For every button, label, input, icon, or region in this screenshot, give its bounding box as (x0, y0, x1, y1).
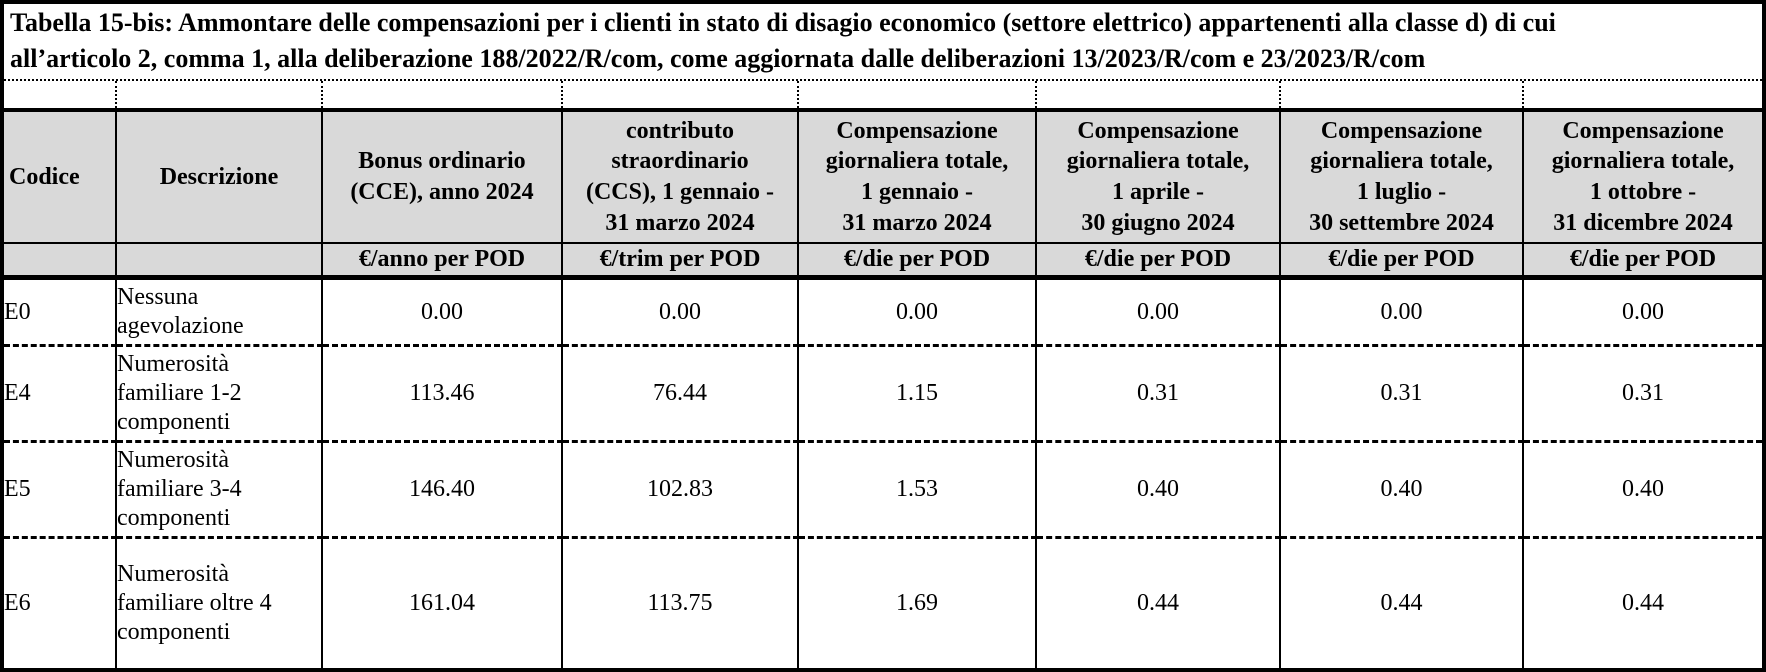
value-cell: 0.44 (1280, 537, 1524, 668)
unit-cell: €/trim per POD (562, 243, 799, 280)
spacer-cell (1523, 81, 1762, 112)
compensation-table: Codice Descrizione Bonus ordinario (CCE)… (4, 81, 1762, 668)
value-cell: 146.40 (322, 441, 563, 539)
codice-cell: E6 (4, 537, 117, 668)
column-header-descrizione: Descrizione (116, 110, 323, 244)
column-header-compensazione-q2: Compensazione giornaliera totale, 1 apri… (1036, 110, 1281, 244)
value-cell: 1.15 (798, 345, 1037, 443)
unit-cell (116, 243, 323, 280)
descrizione-cell: Nessuna agevolazione (116, 277, 323, 347)
value-cell: 0.00 (1523, 277, 1762, 347)
value-cell: 102.83 (562, 441, 799, 539)
value-cell: 0.00 (562, 277, 799, 347)
table-title: Tabella 15-bis: Ammontare delle compensa… (4, 4, 1762, 81)
table-row-e5: E5 Numerosità familiare 3-4 componenti 1… (4, 441, 1762, 539)
column-header-bonus-ordinario: Bonus ordinario (CCE), anno 2024 (322, 110, 563, 244)
header-row: Codice Descrizione Bonus ordinario (CCE)… (4, 110, 1762, 244)
spacer-cell (1036, 81, 1281, 112)
descrizione-cell: Numerosità familiare 3-4 componenti (116, 441, 323, 539)
unit-cell: €/die per POD (1523, 243, 1762, 280)
unit-cell: €/die per POD (1280, 243, 1524, 280)
spacer-cell (322, 81, 563, 112)
value-cell: 76.44 (562, 345, 799, 443)
unit-cell: €/die per POD (1036, 243, 1281, 280)
value-cell: 0.31 (1523, 345, 1762, 443)
value-cell: 0.44 (1036, 537, 1281, 668)
unit-cell: €/anno per POD (322, 243, 563, 280)
table-row-e6: E6 Numerosità familiare oltre 4 componen… (4, 537, 1762, 668)
column-header-contributo-straordinario: contributo straordinario (CCS), 1 gennai… (562, 110, 799, 244)
value-cell: 161.04 (322, 537, 563, 668)
codice-cell: E0 (4, 277, 117, 347)
value-cell: 0.40 (1523, 441, 1762, 539)
spacer-cell (798, 81, 1037, 112)
column-header-codice: Codice (4, 110, 117, 244)
column-header-compensazione-q4: Compensazione giornaliera totale, 1 otto… (1523, 110, 1762, 244)
codice-cell: E4 (4, 345, 117, 443)
value-cell: 0.00 (798, 277, 1037, 347)
value-cell: 0.00 (1280, 277, 1524, 347)
value-cell: 0.31 (1280, 345, 1524, 443)
value-cell: 113.46 (322, 345, 563, 443)
unit-cell (4, 243, 117, 280)
spacer-cell (562, 81, 799, 112)
value-cell: 1.69 (798, 537, 1037, 668)
table-row-e0: E0 Nessuna agevolazione 0.00 0.00 0.00 0… (4, 277, 1762, 347)
table-row-e4: E4 Numerosità familiare 1-2 componenti 1… (4, 345, 1762, 443)
value-cell: 0.00 (322, 277, 563, 347)
spacer-row (4, 81, 1762, 112)
value-cell: 113.75 (562, 537, 799, 668)
value-cell: 1.53 (798, 441, 1037, 539)
value-cell: 0.44 (1523, 537, 1762, 668)
value-cell: 0.40 (1036, 441, 1281, 539)
units-row: €/anno per POD €/trim per POD €/die per … (4, 243, 1762, 280)
value-cell: 0.40 (1280, 441, 1524, 539)
descrizione-cell: Numerosità familiare 1-2 componenti (116, 345, 323, 443)
spacer-cell (1280, 81, 1524, 112)
descrizione-cell: Numerosità familiare oltre 4 componenti (116, 537, 323, 668)
unit-cell: €/die per POD (798, 243, 1037, 280)
codice-cell: E5 (4, 441, 117, 539)
spacer-cell (4, 81, 117, 112)
spacer-cell (116, 81, 323, 112)
value-cell: 0.00 (1036, 277, 1281, 347)
value-cell: 0.31 (1036, 345, 1281, 443)
column-header-compensazione-q3: Compensazione giornaliera totale, 1 lugl… (1280, 110, 1524, 244)
column-header-compensazione-q1: Compensazione giornaliera totale, 1 genn… (798, 110, 1037, 244)
